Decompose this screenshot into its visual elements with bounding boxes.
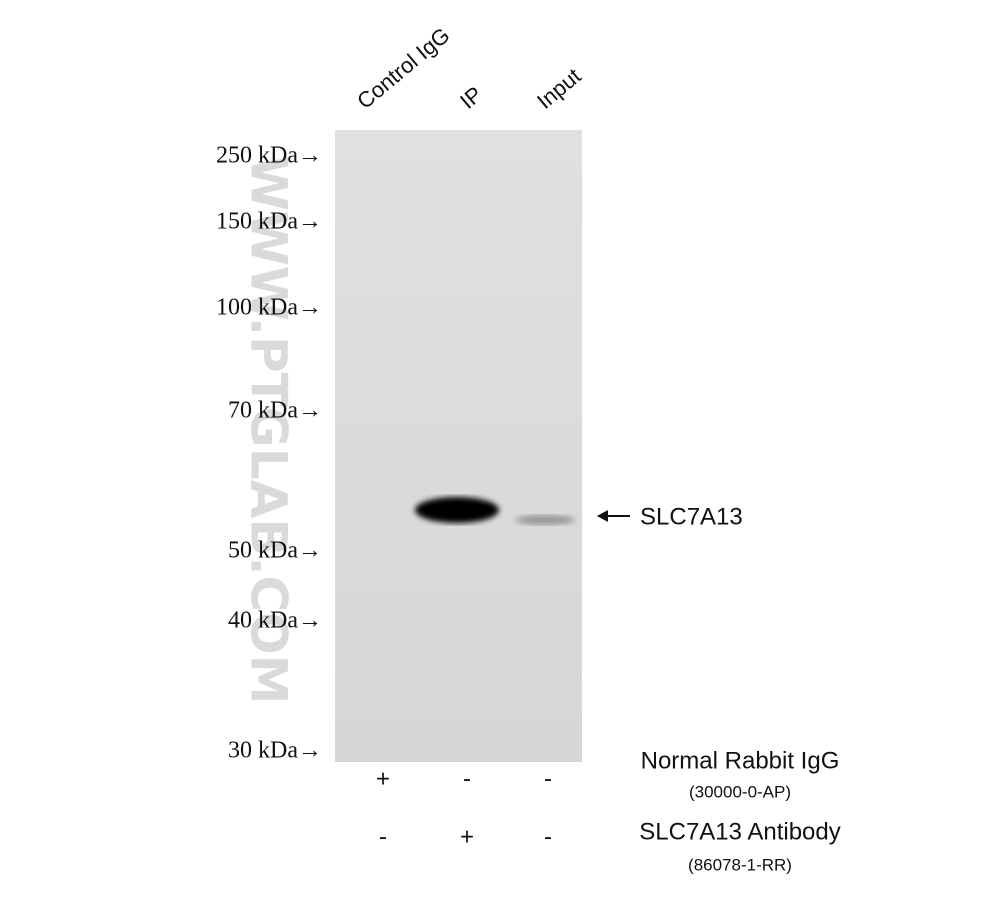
marker-label: 100 kDa→ xyxy=(216,295,322,321)
watermark: WWW.PTGLAB.COM xyxy=(240,156,298,705)
condition-name: SLC7A13 Antibody xyxy=(639,818,840,845)
condition-name: Normal Rabbit IgG xyxy=(641,747,840,774)
ip-band xyxy=(415,497,499,523)
sign: - xyxy=(463,765,471,792)
catalog-number: (86078-1-RR) xyxy=(688,855,792,874)
input-band xyxy=(515,515,575,525)
sign: + xyxy=(460,823,474,850)
sign: - xyxy=(544,765,552,792)
marker-label: 50 kDa→ xyxy=(228,538,322,564)
marker-label: 40 kDa→ xyxy=(228,608,322,634)
blot-membrane xyxy=(335,130,582,762)
band-arrow xyxy=(597,510,630,522)
sign: - xyxy=(544,823,552,850)
band-label: SLC7A13 xyxy=(640,503,743,530)
marker-label: 250 kDa→ xyxy=(216,143,322,169)
sign: + xyxy=(376,765,390,792)
marker-label: 150 kDa→ xyxy=(216,209,322,235)
sign: - xyxy=(379,823,387,850)
marker-label: 70 kDa→ xyxy=(228,398,322,424)
catalog-number: (30000-0-AP) xyxy=(689,782,791,801)
marker-label: 30 kDa→ xyxy=(228,738,322,764)
